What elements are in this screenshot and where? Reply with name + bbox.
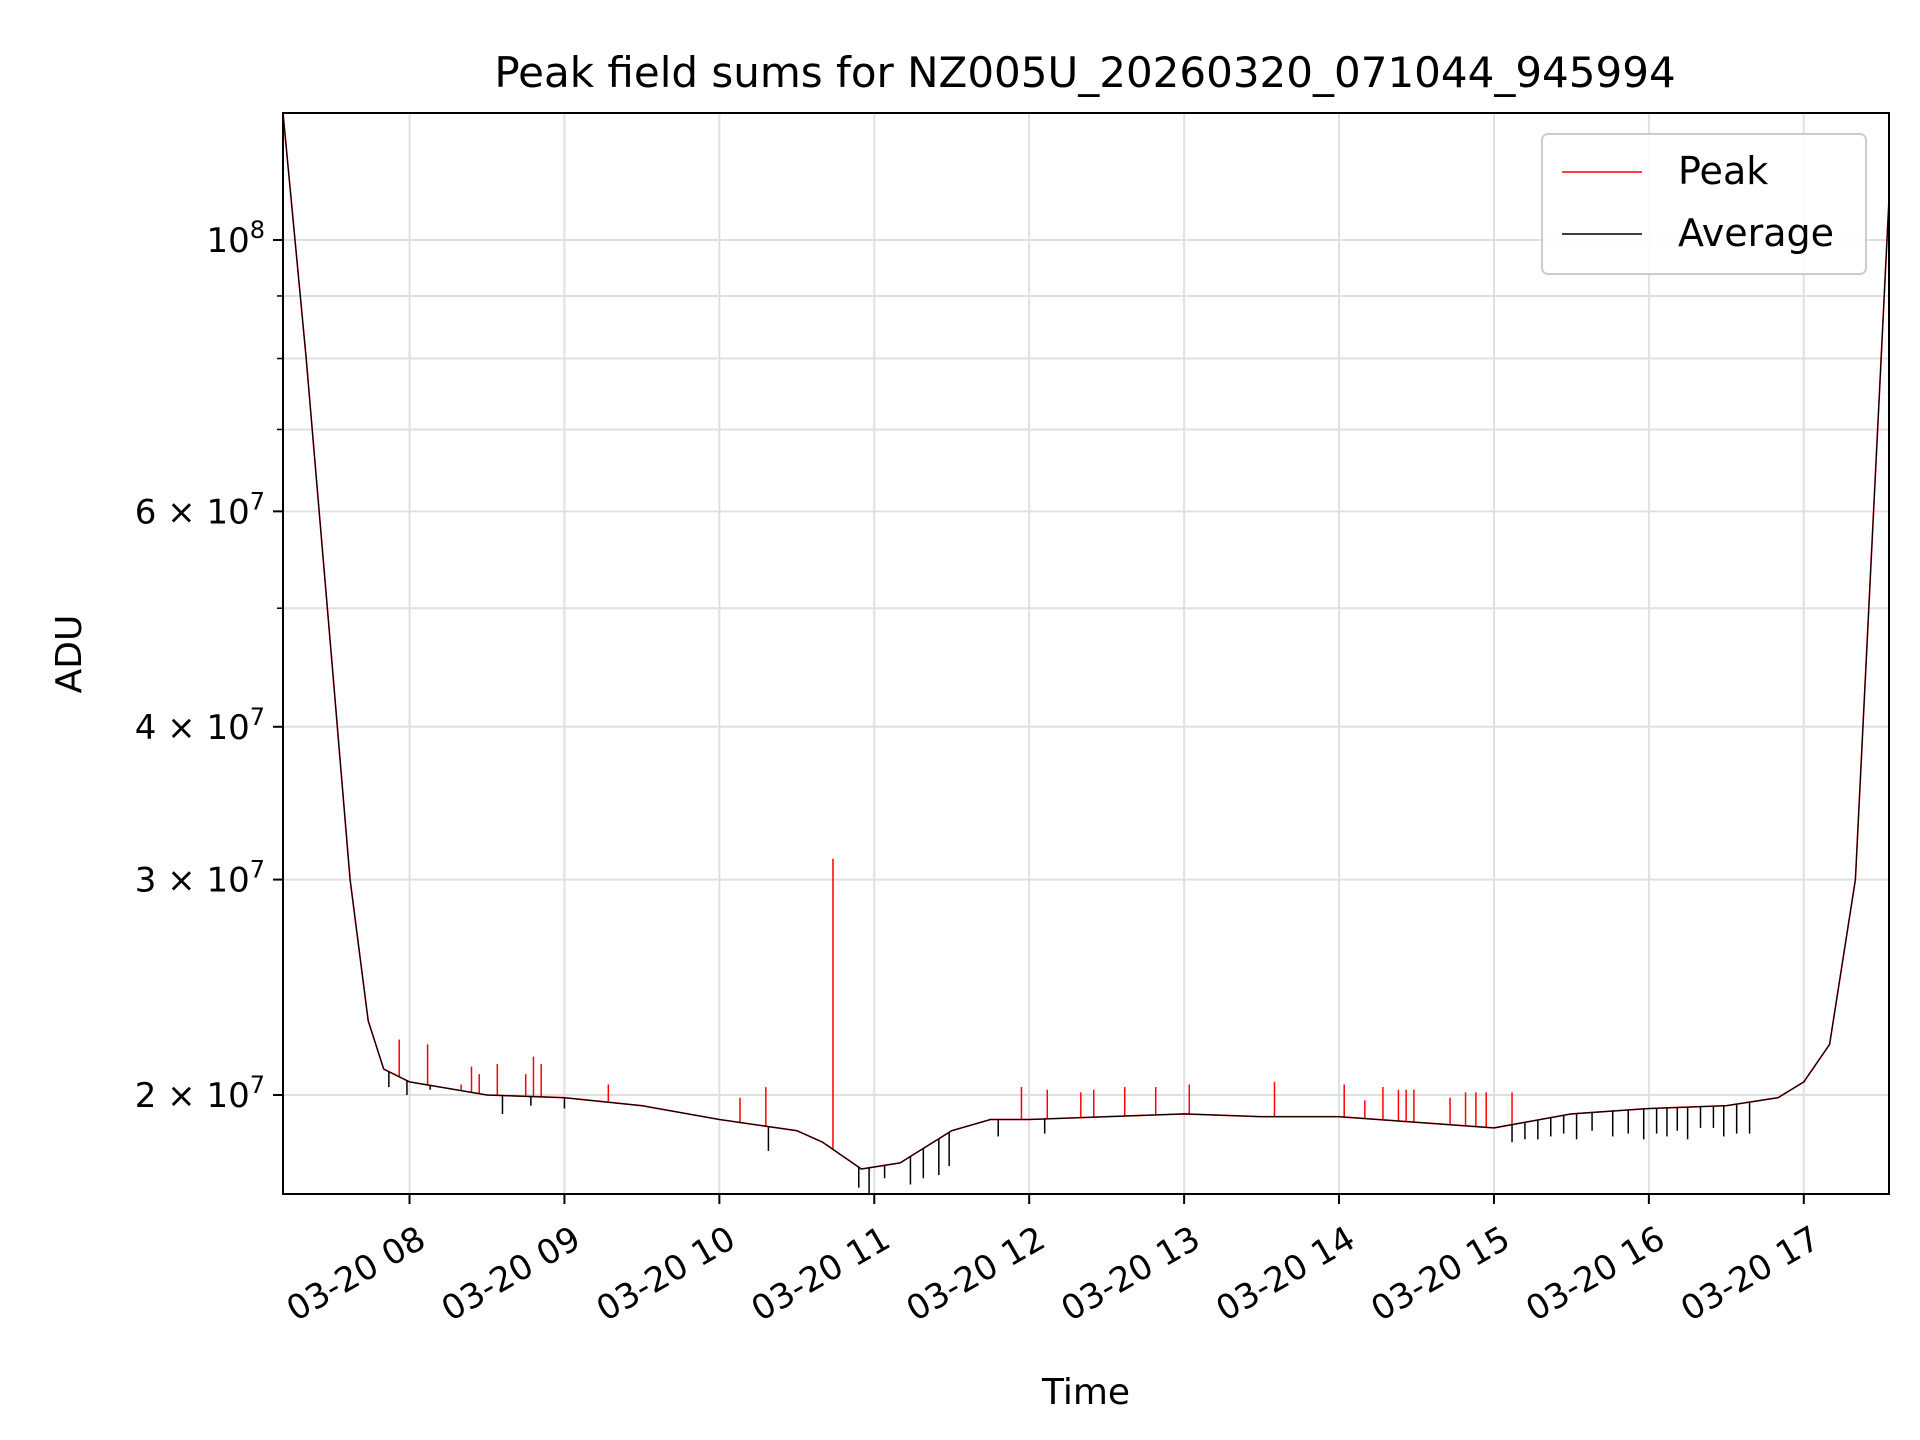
x-tick-label: 03-20 15 bbox=[1364, 1219, 1516, 1330]
y-tick-label: 6 × 107 bbox=[135, 487, 265, 532]
x-tick-label: 03-20 13 bbox=[1055, 1219, 1207, 1330]
x-axis: 03-20 08 03-20 09 03-20 10 03-20 11 03-20 12… bbox=[280, 1194, 1827, 1330]
x-tick-label: 03-20 08 bbox=[280, 1219, 432, 1330]
legend: Peak Average bbox=[1541, 133, 1867, 275]
grid bbox=[283, 113, 1889, 1194]
plot-frame bbox=[282, 112, 1890, 1195]
y-tick-label: 2 × 107 bbox=[135, 1071, 265, 1116]
x-axis-label: Time bbox=[1041, 1372, 1130, 1413]
legend-box bbox=[1541, 133, 1867, 275]
y-tick-label: 3 × 107 bbox=[135, 856, 265, 901]
y-axis: 2 × 107 3 × 107 4 × 107 6 × 107 108 bbox=[135, 216, 283, 1116]
series-line-average bbox=[283, 113, 1889, 1170]
x-tick-label: 03-20 10 bbox=[590, 1219, 742, 1330]
y-tick-label: 108 bbox=[206, 216, 265, 261]
x-tick-label: 03-20 16 bbox=[1519, 1219, 1671, 1330]
x-tick-label: 03-20 14 bbox=[1210, 1219, 1362, 1330]
x-tick-label: 03-20 17 bbox=[1674, 1219, 1826, 1330]
x-tick-label: 03-20 09 bbox=[435, 1219, 587, 1330]
x-tick-label: 03-20 11 bbox=[745, 1219, 897, 1330]
x-tick-label: 03-20 12 bbox=[900, 1219, 1052, 1330]
legend-label-average: Average bbox=[1678, 211, 1834, 255]
chart-title: Peak field sums for NZ005U_20260320_0710… bbox=[494, 48, 1675, 97]
plot-area bbox=[283, 113, 1889, 1194]
legend-label-peak: Peak bbox=[1678, 149, 1768, 193]
y-axis-label: ADU bbox=[49, 615, 90, 694]
y-tick-label: 4 × 107 bbox=[135, 703, 265, 748]
